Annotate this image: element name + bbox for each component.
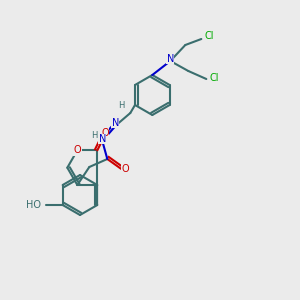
- Text: O: O: [122, 164, 129, 174]
- Text: N: N: [112, 118, 119, 128]
- Text: Cl: Cl: [210, 73, 219, 83]
- Text: O: O: [74, 146, 81, 155]
- Text: O: O: [101, 128, 109, 138]
- Text: H: H: [118, 101, 124, 110]
- Text: N: N: [167, 54, 174, 64]
- Text: N: N: [99, 134, 106, 144]
- Text: HO: HO: [26, 200, 41, 210]
- Text: Cl: Cl: [205, 31, 214, 41]
- Text: H: H: [91, 131, 98, 140]
